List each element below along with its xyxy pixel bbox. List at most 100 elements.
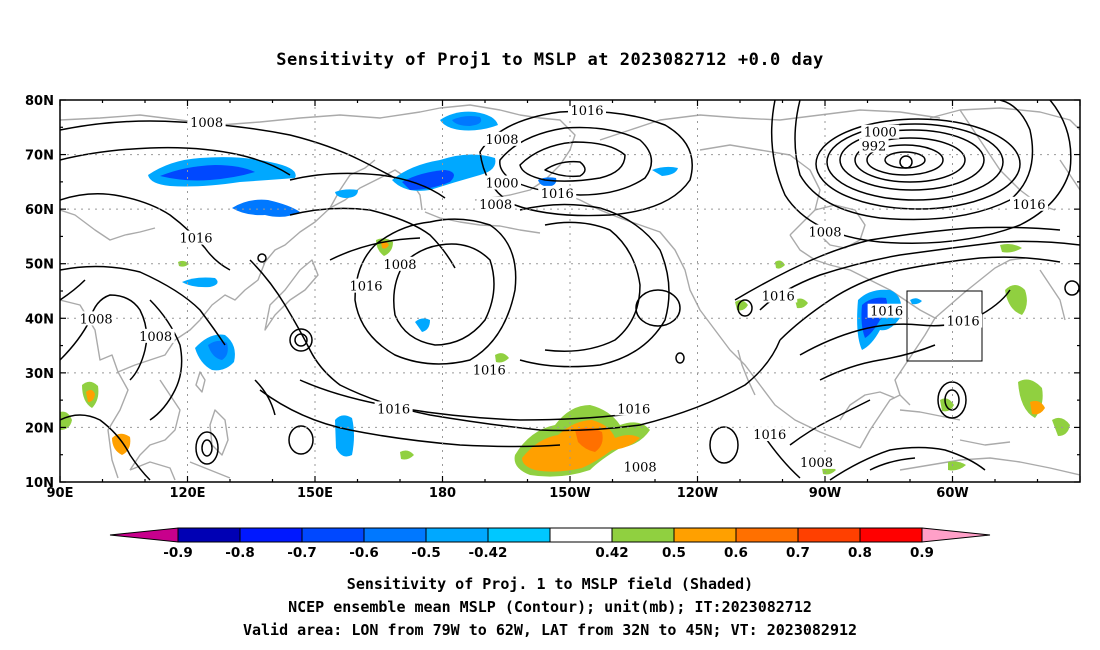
colorbar-box	[797, 527, 861, 543]
colorbar-label: -0.7	[287, 545, 317, 561]
contour-label-bg	[759, 288, 798, 303]
pos-patch-small-7	[775, 260, 785, 269]
pos-patch-small-9	[178, 260, 189, 267]
lat-label: 20N	[25, 421, 54, 436]
neg-patch-small-2	[182, 277, 218, 288]
neg-patch-midpacific	[415, 318, 430, 332]
lat-label: 40N	[25, 312, 54, 327]
neg-patch-small-3	[652, 166, 678, 176]
pos-patch-small-5	[948, 461, 966, 471]
colorbar-box	[239, 527, 303, 543]
contour-label-bg	[470, 362, 509, 377]
neg-patch-china-core	[208, 340, 228, 360]
neg-patch-small-5	[910, 298, 922, 305]
contour-label: 1008	[479, 198, 512, 213]
colorbar-label: -0.6	[349, 545, 379, 561]
pos-patch-small-3	[495, 353, 509, 363]
colorbar-label: 0.5	[662, 545, 686, 561]
contour-label-bg	[568, 102, 606, 117]
contour-label: 1016	[570, 104, 603, 119]
contour-label-bg	[77, 311, 116, 326]
pos-patch-indochina	[112, 433, 131, 455]
colorbar-box	[301, 527, 365, 543]
contour-label: 1016	[179, 232, 212, 247]
colorbar	[109, 527, 991, 543]
contour-label-bg	[374, 401, 413, 416]
neg-patch-okhotsk	[232, 199, 300, 217]
contour-label-bg	[797, 454, 836, 469]
contour-label: 1016	[947, 315, 980, 330]
contour-label-bg	[476, 196, 515, 211]
pos-patch-atlantic-2-core	[1030, 400, 1045, 415]
pos-patch-india-core	[86, 389, 95, 402]
colorbar-box	[487, 527, 551, 543]
contour-label-bg	[1010, 196, 1048, 211]
neg-patch-bering-core	[402, 170, 454, 190]
contour-label: 1008	[190, 116, 223, 131]
colorbar-label: -0.42	[469, 545, 508, 561]
colorbar-box	[735, 527, 799, 543]
contour-label: 1016	[541, 187, 574, 202]
colorbar-box	[673, 527, 737, 543]
colorbar-label: 0.42	[595, 545, 628, 561]
contour-label: 1016	[473, 364, 506, 379]
colorbar-box	[177, 527, 241, 543]
lat-label: 10N	[25, 476, 54, 491]
neg-patch-arctic-core	[452, 116, 482, 126]
contour-label-bg	[750, 427, 789, 442]
contour-label-bg	[347, 278, 385, 293]
contour-label: 1000	[485, 176, 518, 191]
contour-label: 1016	[753, 428, 786, 443]
chart-title: Sensitivity of Proj1 to MSLP at 20230827…	[276, 50, 824, 70]
caption: Sensitivity of Proj. 1 to MSLP field (Sh…	[0, 573, 1100, 642]
colorbar-max-extend	[921, 527, 991, 543]
neg-patch-philippine-sea	[335, 415, 354, 457]
caption-line-1: Sensitivity of Proj. 1 to MSLP field (Sh…	[346, 575, 754, 593]
lon-label: 90W	[809, 486, 841, 501]
contour-label: 1000	[864, 126, 897, 141]
colorbar-box	[425, 527, 489, 543]
contour-label: 1016	[377, 402, 410, 417]
colorbar-label: -0.8	[225, 545, 255, 561]
colorbar-label: 0.6	[724, 545, 748, 561]
pos-patch-central-pacific-core	[575, 427, 603, 452]
contour-label: 1016	[617, 402, 650, 417]
contour-label-bg	[944, 313, 983, 328]
lon-label: 60W	[936, 486, 968, 501]
lat-label: 30N	[25, 367, 54, 382]
colorbar-box	[549, 527, 613, 543]
colorbar-label: 0.8	[848, 545, 872, 561]
contour-label: 1016	[349, 280, 382, 295]
lon-label: 150W	[549, 486, 590, 501]
contour-label-bg	[483, 131, 521, 146]
caption-line-2: NCEP ensemble mean MSLP (Contour); unit(…	[288, 598, 812, 616]
contour-label-bg	[483, 175, 521, 190]
neg-patch-w-pacific-core	[160, 165, 255, 181]
pos-patch-caribbean	[940, 398, 954, 412]
lon-label: 180	[429, 486, 456, 501]
lat-lon-grid	[60, 100, 1080, 482]
lon-label: 120W	[677, 486, 718, 501]
lat-label: 60N	[25, 203, 54, 218]
caption-line-3: Valid area: LON from 79W to 62W, LAT fro…	[242, 621, 858, 639]
neg-patch-small-1	[335, 189, 358, 198]
pos-patch-small-4	[400, 450, 414, 460]
contour-label-bg	[538, 185, 577, 200]
contour-label-bg	[177, 230, 215, 245]
colorbar-label: 0.9	[910, 545, 934, 561]
contour-label: 1016	[1012, 198, 1045, 213]
lon-label: 120E	[169, 486, 205, 501]
contour-label: 1008	[624, 460, 657, 475]
colorbar-label: -0.5	[411, 545, 441, 561]
lat-label: 70N	[25, 149, 54, 164]
pos-patch-atlantic	[1005, 285, 1027, 315]
contour-label: 992	[861, 139, 886, 154]
contour-label: 1008	[485, 133, 518, 148]
axis-ticks	[59, 99, 1081, 483]
colorbar-min-extend	[109, 527, 179, 543]
contour-label-bg	[859, 138, 889, 153]
pos-patch-central-pacific-mid	[522, 420, 640, 472]
contour-label: 1008	[80, 312, 113, 327]
map-plot-area	[60, 100, 1080, 481]
contour-label: 1016	[762, 289, 795, 304]
